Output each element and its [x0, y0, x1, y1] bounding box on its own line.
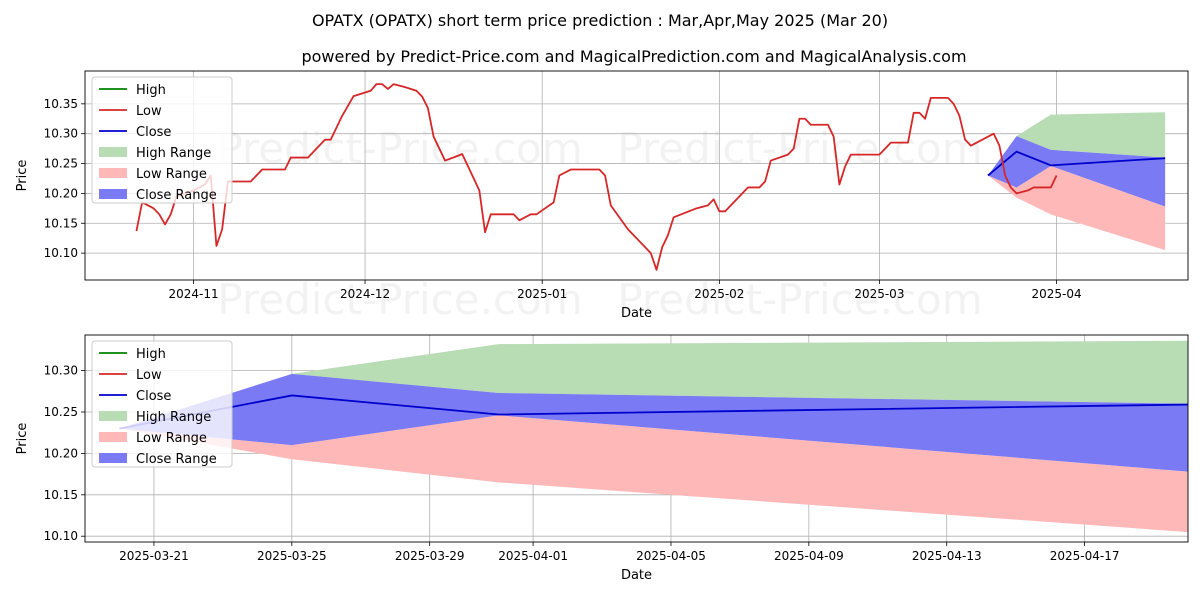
high-range-band — [987, 112, 1166, 176]
low-range-band — [987, 165, 1166, 251]
x-tick-label: 2025-03-29 — [395, 549, 465, 563]
legend-label: Low Range — [136, 431, 207, 446]
legend-label: Low Range — [136, 167, 207, 182]
y-tick-label: 10.15 — [44, 488, 78, 502]
chart-subtitle: powered by Predict-Price.com and Magical… — [301, 47, 966, 66]
y-tick-label: 10.30 — [44, 127, 78, 141]
x-tick-label: 2024-11 — [169, 287, 219, 301]
legend-label: Close Range — [136, 188, 217, 203]
y-tick-label: 10.35 — [44, 97, 78, 111]
legend-label: High Range — [136, 410, 211, 425]
watermark-text: Predict-Price.com — [617, 275, 982, 324]
legend-label: Close Range — [136, 452, 217, 467]
y-tick-label: 10.10 — [44, 529, 78, 543]
x-tick-label: 2025-02 — [694, 287, 744, 301]
x-tick-label: 2025-01 — [517, 287, 567, 301]
x-tick-label: 2025-04-05 — [636, 549, 706, 563]
legend-label: Low — [136, 104, 162, 119]
y-tick-label: 10.20 — [44, 446, 78, 460]
watermark-text: Predict-Price.com — [217, 275, 582, 324]
y-tick-label: 10.10 — [44, 246, 78, 260]
legend-swatch-patch — [99, 147, 127, 157]
plot-frame — [84, 334, 1189, 543]
close-range-band — [119, 373, 1188, 472]
low-range-band — [119, 415, 1188, 533]
legend-label: Close — [136, 125, 171, 140]
top-chart-panel: Predict-Price.com Predict-Price.com Predic… — [15, 70, 1189, 324]
y-tick-label: 10.25 — [44, 405, 78, 419]
y-tick-label: 10.20 — [44, 186, 78, 200]
y-tick-label: 10.25 — [44, 157, 78, 171]
x-tick-label: 2025-04 — [1031, 287, 1081, 301]
legend-swatch-patch — [99, 411, 127, 421]
chart-title: OPATX (OPATX) short term price predictio… — [312, 11, 888, 30]
legend-swatch-patch — [99, 453, 127, 463]
x-tick-label: 2025-03 — [854, 287, 904, 301]
x-tick-label: 2025-04-13 — [912, 549, 982, 563]
legend-label: High — [136, 347, 166, 362]
high-range-band — [119, 340, 1188, 429]
legend-label: Close — [136, 389, 171, 404]
bottom-chart-panel: Predict-Price.comPredict-Price.com2025-0… — [15, 334, 1189, 583]
x-tick-label: 2024-12 — [340, 287, 390, 301]
x-tick-label: 2025-04-17 — [1050, 549, 1120, 563]
close-range-band — [987, 136, 1166, 207]
legend-label: High Range — [136, 146, 211, 161]
x-axis-label: Date — [621, 306, 652, 321]
x-tick-label: 2025-03-25 — [257, 549, 327, 563]
low-series-line — [135, 83, 1058, 271]
y-tick-label: 10.15 — [44, 216, 78, 230]
x-tick-label: 2025-04-01 — [498, 549, 568, 563]
watermark-text: Predict-Price.com — [617, 124, 982, 173]
legend-label: High — [136, 83, 166, 98]
x-tick-label: 2025-04-09 — [774, 549, 844, 563]
legend-swatch-patch — [99, 189, 127, 199]
legend: High Low Close High Range Low Range Close Ran… — [91, 340, 233, 468]
legend-swatch-patch — [99, 168, 127, 178]
x-tick-label: 2025-03-21 — [119, 549, 189, 563]
y-axis-label: Price — [15, 423, 30, 455]
x-axis-label: Date — [621, 568, 652, 583]
y-axis-label: Price — [15, 160, 30, 192]
legend: High Low Close High Range Low Range Close Ran… — [91, 76, 233, 204]
watermark-text: Predict-Price.com — [217, 124, 582, 173]
watermark-group: Predict-Price.com Predict-Price.com Predic… — [217, 124, 982, 324]
plot-frame — [84, 70, 1189, 281]
y-tick-label: 10.30 — [44, 364, 78, 378]
legend-swatch-patch — [99, 432, 127, 442]
legend-label: Low — [136, 368, 162, 383]
